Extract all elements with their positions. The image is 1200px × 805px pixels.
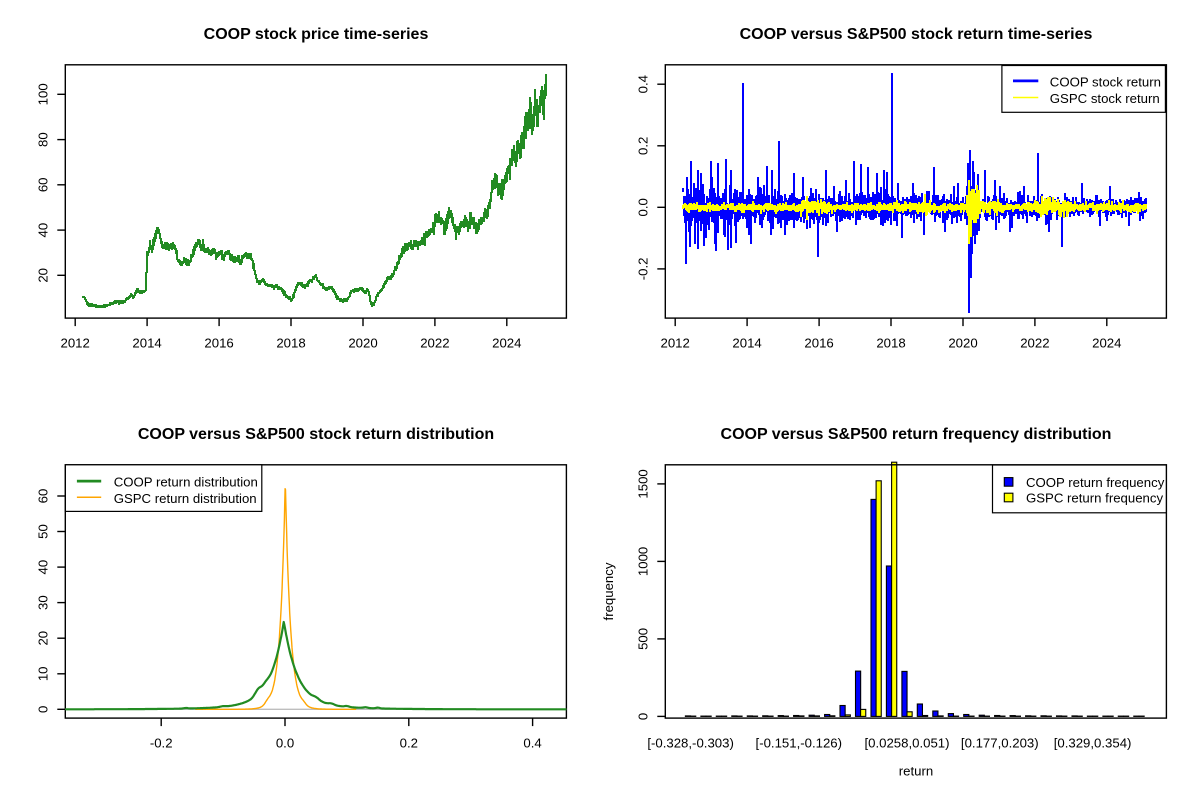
svg-text:20: 20 xyxy=(35,268,50,283)
svg-text:0: 0 xyxy=(635,713,650,720)
svg-text:2018: 2018 xyxy=(876,335,905,350)
svg-text:2016: 2016 xyxy=(204,335,233,350)
svg-text:10: 10 xyxy=(35,666,50,681)
svg-text:2024: 2024 xyxy=(492,335,521,350)
svg-text:2012: 2012 xyxy=(61,335,90,350)
svg-text:[0.177,0.203): [0.177,0.203) xyxy=(961,735,1039,750)
svg-text:0.4: 0.4 xyxy=(635,75,650,93)
svg-text:0.2: 0.2 xyxy=(635,137,650,155)
svg-text:GSPC return frequency: GSPC return frequency xyxy=(1026,491,1163,506)
svg-text:30: 30 xyxy=(35,595,50,610)
svg-text:1000: 1000 xyxy=(635,547,650,576)
svg-text:COOP versus S&P500 stock retur: COOP versus S&P500 stock return time-ser… xyxy=(740,26,1093,43)
svg-text:40: 40 xyxy=(35,560,50,575)
svg-text:60: 60 xyxy=(35,177,50,192)
svg-text:2012: 2012 xyxy=(661,335,690,350)
svg-text:60: 60 xyxy=(35,489,50,504)
svg-text:50: 50 xyxy=(35,524,50,539)
svg-text:1500: 1500 xyxy=(635,469,650,498)
svg-text:2016: 2016 xyxy=(804,335,833,350)
svg-text:COOP stock return: COOP stock return xyxy=(1050,74,1161,89)
svg-text:2018: 2018 xyxy=(276,335,305,350)
svg-text:frequency: frequency xyxy=(601,562,616,620)
svg-text:COOP return distribution: COOP return distribution xyxy=(114,474,258,489)
svg-text:0.0: 0.0 xyxy=(276,735,294,750)
svg-text:2020: 2020 xyxy=(948,335,977,350)
svg-text:COOP versus S&P500 return freq: COOP versus S&P500 return frequency dist… xyxy=(721,426,1112,443)
svg-text:[-0.328,-0.303): [-0.328,-0.303) xyxy=(647,735,734,750)
svg-text:2022: 2022 xyxy=(420,335,449,350)
svg-text:-0.2: -0.2 xyxy=(150,735,173,750)
svg-text:COOP versus S&P500 stock retur: COOP versus S&P500 stock return distribu… xyxy=(138,426,494,443)
svg-text:20: 20 xyxy=(35,631,50,646)
svg-text:0: 0 xyxy=(35,706,50,713)
svg-text:COOP stock price time-series: COOP stock price time-series xyxy=(204,26,429,43)
svg-text:[0.0258,0.051): [0.0258,0.051) xyxy=(864,735,949,750)
svg-text:2020: 2020 xyxy=(348,335,377,350)
svg-text:100: 100 xyxy=(35,83,50,105)
svg-text:[-0.151,-0.126): [-0.151,-0.126) xyxy=(756,735,843,750)
svg-text:0.2: 0.2 xyxy=(400,735,418,750)
svg-text:2014: 2014 xyxy=(732,335,761,350)
svg-text:2024: 2024 xyxy=(1092,335,1121,350)
svg-text:[0.329,0.354): [0.329,0.354) xyxy=(1054,735,1132,750)
svg-text:0.4: 0.4 xyxy=(523,735,541,750)
svg-text:GSPC stock return: GSPC stock return xyxy=(1050,91,1160,106)
svg-text:500: 500 xyxy=(635,628,650,650)
svg-text:COOP return frequency: COOP return frequency xyxy=(1026,475,1165,490)
svg-text:40: 40 xyxy=(35,223,50,238)
svg-text:return: return xyxy=(899,764,933,779)
svg-text:2014: 2014 xyxy=(132,335,161,350)
svg-text:0.0: 0.0 xyxy=(635,198,650,216)
svg-text:2022: 2022 xyxy=(1020,335,1049,350)
svg-text:80: 80 xyxy=(35,132,50,147)
svg-text:-0.2: -0.2 xyxy=(635,258,650,281)
svg-text:GSPC return distribution: GSPC return distribution xyxy=(114,491,257,506)
